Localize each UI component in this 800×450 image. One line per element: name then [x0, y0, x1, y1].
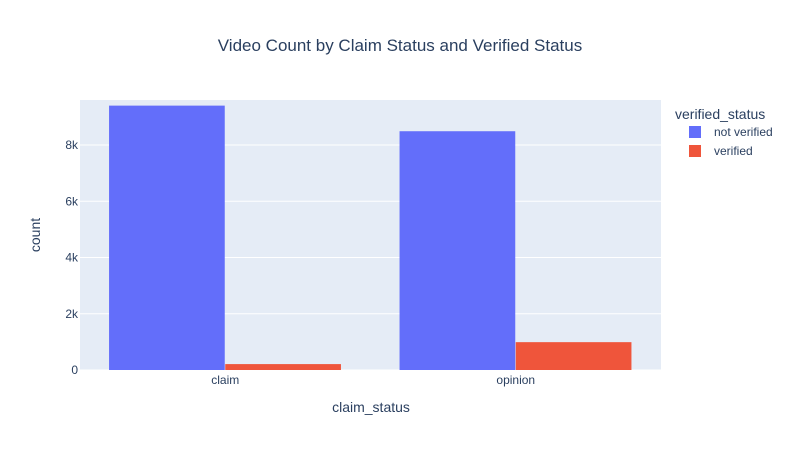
legend: verified_status not verified verified: [675, 106, 773, 158]
y-tick-label: 8k: [65, 138, 79, 152]
bars: [109, 105, 632, 370]
legend-label[interactable]: verified: [714, 144, 753, 158]
y-tick-label: 2k: [65, 307, 79, 321]
x-axis-title: claim_status: [332, 399, 410, 415]
y-axis-title: count: [27, 218, 43, 252]
y-axis-ticks: 0 2k 4k 6k 8k: [65, 138, 79, 377]
bar: [109, 105, 225, 370]
y-tick-label: 4k: [65, 251, 79, 265]
legend-label[interactable]: not verified: [714, 125, 773, 139]
bar: [515, 342, 632, 370]
bar: [399, 131, 516, 370]
legend-swatch[interactable]: [689, 126, 701, 138]
chart-title: Video Count by Claim Status and Verified…: [218, 36, 582, 55]
x-tick-label: opinion: [496, 373, 535, 387]
y-tick-label: 6k: [65, 194, 79, 208]
bar: [225, 364, 341, 370]
x-tick-label: claim: [211, 373, 239, 387]
y-tick-label: 0: [71, 363, 78, 377]
legend-swatch[interactable]: [689, 145, 701, 157]
x-axis-ticks: claim opinion: [211, 373, 535, 387]
legend-title: verified_status: [675, 106, 765, 122]
